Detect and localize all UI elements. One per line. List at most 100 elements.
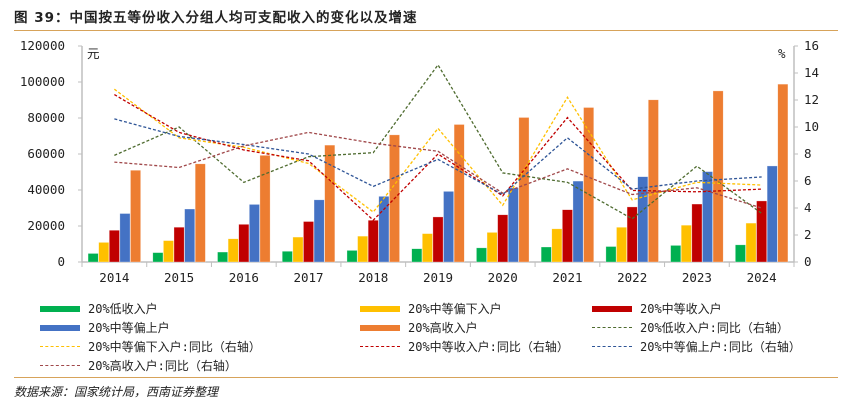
legend-label: 20%中等收入户 xyxy=(640,302,722,316)
legend-swatch xyxy=(360,305,400,312)
bar xyxy=(453,124,465,263)
bar xyxy=(324,144,336,263)
bar xyxy=(173,226,185,263)
legend-label: 20%高收入户:同比（右轴） xyxy=(88,359,237,373)
right-tick-label: 2 xyxy=(804,227,812,242)
legend: 20%低收入户 20%中等偏下入户 20%中等收入户 20%中等偏上户 20%高… xyxy=(40,299,840,375)
bar xyxy=(194,163,206,263)
x-tick-label: 2022 xyxy=(617,270,647,285)
bar xyxy=(486,232,498,263)
bar xyxy=(184,208,196,263)
legend-label: 20%中等偏上户 xyxy=(88,321,170,335)
bar xyxy=(163,240,174,263)
line-series xyxy=(113,88,762,213)
bar xyxy=(637,176,649,263)
right-tick-label: 4 xyxy=(804,200,812,215)
bar xyxy=(605,246,617,263)
bar xyxy=(292,236,304,263)
legend-item-high-income: 20%高收入户 xyxy=(360,319,592,336)
bar xyxy=(443,191,454,263)
legend-label: 20%低收入户:同比（右轴） xyxy=(640,321,789,335)
legend-label: 20%中等偏下入户 xyxy=(408,302,502,316)
bar xyxy=(712,90,724,263)
left-tick-label: 0 xyxy=(57,254,65,269)
right-tick-label: 8 xyxy=(804,146,812,161)
bar xyxy=(411,248,423,263)
bar xyxy=(626,206,638,263)
bar xyxy=(432,216,444,263)
left-tick-label: 100000 xyxy=(20,74,65,89)
bar xyxy=(572,180,584,263)
bar xyxy=(735,244,746,263)
x-tick-label: 2014 xyxy=(99,270,129,285)
bar xyxy=(421,233,433,263)
left-tick-label: 40000 xyxy=(27,182,65,197)
bar xyxy=(346,250,358,263)
line-series xyxy=(114,118,762,196)
legend-item-upper-middle-yoy: 20%中等偏上户:同比（右轴） xyxy=(592,338,801,355)
bar xyxy=(756,200,768,263)
legend-item-low-income-yoy: 20%低收入户:同比（右轴） xyxy=(592,319,789,336)
bar xyxy=(249,204,260,263)
x-tick-label: 2023 xyxy=(682,270,712,285)
legend-swatch xyxy=(360,324,400,331)
legend-item-low-income: 20%低收入户 xyxy=(40,300,360,317)
bar xyxy=(98,242,110,263)
bar xyxy=(108,229,120,263)
legend-item-middle-yoy: 20%中等收入户:同比（右轴） xyxy=(360,338,592,355)
legend-label: 20%中等偏下入户:同比（右轴） xyxy=(88,340,261,354)
legend-swatch xyxy=(40,305,80,312)
left-tick-label: 20000 xyxy=(27,218,65,233)
data-source: 数据来源：国家统计局，西南证券整理 xyxy=(14,385,219,399)
bar xyxy=(745,222,757,263)
legend-item-lower-middle: 20%中等偏下入户 xyxy=(360,300,592,317)
x-tick-label: 2024 xyxy=(747,270,777,285)
bar xyxy=(647,99,659,263)
legend-swatch xyxy=(40,324,80,331)
legend-row: 20%中等偏上户 20%高收入户 20%低收入户:同比（右轴） xyxy=(40,318,840,337)
bar xyxy=(616,226,627,263)
bar xyxy=(540,246,552,263)
legend-item-lower-middle-yoy: 20%中等偏下入户:同比（右轴） xyxy=(40,338,360,355)
x-tick-label: 2020 xyxy=(488,270,518,285)
bar xyxy=(518,117,530,263)
x-tick-label: 2018 xyxy=(358,270,388,285)
top-divider xyxy=(14,30,838,31)
right-tick-label: 16 xyxy=(804,38,819,53)
bar xyxy=(152,252,164,263)
bar xyxy=(766,165,778,263)
bar xyxy=(562,209,573,263)
bar xyxy=(497,214,509,263)
legend-row: 20%低收入户 20%中等偏下入户 20%中等收入户 xyxy=(40,299,840,318)
bar xyxy=(217,251,229,263)
line-series xyxy=(114,94,762,222)
bar xyxy=(303,221,314,263)
bar xyxy=(777,83,789,263)
legend-label: 20%中等偏上户:同比（右轴） xyxy=(640,340,801,354)
bar xyxy=(378,196,390,263)
bar xyxy=(281,250,293,263)
chart: 0 20000 40000 60000 80000 100000 120000 0 2 4 6 8 10… xyxy=(20,38,819,285)
legend-line xyxy=(592,327,632,328)
bar xyxy=(119,213,131,263)
x-tick-label: 2019 xyxy=(423,270,453,285)
bar xyxy=(551,228,563,263)
bar xyxy=(670,245,682,263)
bar xyxy=(259,155,271,263)
legend-line xyxy=(592,346,632,347)
bar xyxy=(702,171,713,263)
legend-label: 20%中等收入户:同比（右轴） xyxy=(408,340,569,354)
bottom-divider xyxy=(14,377,838,378)
bar xyxy=(680,224,692,263)
right-tick-label: 10 xyxy=(804,119,819,134)
bar xyxy=(583,107,595,263)
x-tick-label: 2021 xyxy=(552,270,582,285)
line-series xyxy=(114,131,762,209)
bar xyxy=(313,199,325,263)
x-tick-label: 2017 xyxy=(293,270,323,285)
legend-item-upper-middle: 20%中等偏上户 xyxy=(40,319,360,336)
legend-item-high-income-yoy: 20%高收入户:同比（右轴） xyxy=(40,357,237,374)
figure-title: 图 39：中国按五等份收入分组人均可支配收入的变化以及增速 xyxy=(14,10,418,26)
legend-row: 20%中等偏下入户:同比（右轴） 20%中等收入户:同比（右轴） 20%中等偏上… xyxy=(40,337,840,356)
legend-row: 20%高收入户:同比（右轴） xyxy=(40,356,840,375)
